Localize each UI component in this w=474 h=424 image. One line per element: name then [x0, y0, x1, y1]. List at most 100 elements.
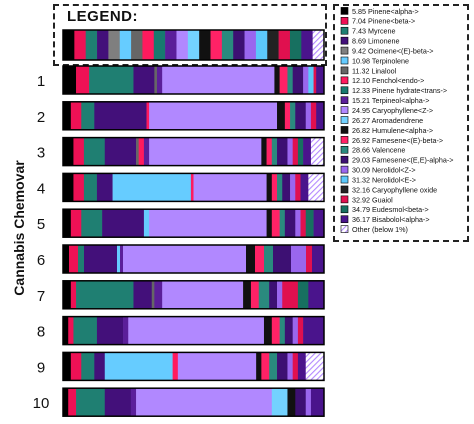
- bar-10-segment-8-69-limonene: [104, 388, 132, 417]
- key-swatch-15-21-terpineol-alpha: [340, 96, 349, 104]
- bar-7-segment-36-17-bisabolol-alpha: [308, 280, 325, 309]
- legend-swatch-15-21-terpineol-alpha: [165, 30, 177, 60]
- key-swatch-36-17-bisabolol-alpha: [340, 215, 349, 224]
- legend-swatch-9-42-ocimene-e-beta: [108, 30, 121, 60]
- category-tick-7: 7: [37, 288, 45, 305]
- bar-9-segment-26-82-humulene-alpha: [256, 352, 262, 381]
- bar-2-segment-28-66-valencene: [290, 101, 296, 130]
- bar-6-segment-26-82-humulene-alpha: [246, 245, 256, 273]
- legend-swatch-11-32-linalool: [131, 30, 143, 60]
- bar-9-segment-26-92-farnesene-e-beta: [261, 352, 270, 381]
- legend-swatch-29-03-farnesene-e-e-alpha: [233, 30, 245, 60]
- key-label-10-98-terpinolene: 10.98 Terpinolene: [352, 56, 409, 65]
- legend-swatch-5-85-pinene-alpha: [63, 30, 75, 60]
- legend-swatch-8-69-limonene: [97, 30, 109, 60]
- bar-4-segment-26-82-humulene-alpha: [266, 173, 273, 202]
- bar-6-segment-26-92-farnesene-e-beta: [255, 245, 265, 273]
- legend-bar-outline: [62, 29, 325, 61]
- bar-2-segment-12-10-fenchol-endo: [146, 101, 150, 130]
- bar-8-outline: [62, 315, 325, 346]
- bar-3-segment-other-below-1: [310, 137, 325, 166]
- legend-swatch-36-17-bisabolol-alpha: [301, 30, 313, 60]
- bar-7-segment-15-21-terpineol-alpha: [154, 280, 163, 309]
- bar-1-segment-28-66-valencene: [287, 66, 293, 94]
- bar-4-segment-29-03-farnesene-e-e-alpha: [282, 173, 291, 202]
- bar-3-segment-28-66-valencene: [271, 137, 278, 166]
- bar-9-segment-32-92-guaiol: [292, 352, 299, 381]
- bar-6-segment-29-03-farnesene-e-e-alpha: [273, 245, 292, 273]
- bar-10-segment-26-82-humulene-alpha: [287, 388, 296, 417]
- category-tick-6: 6: [37, 252, 45, 269]
- bar-6-segment-7-04-pinene-beta: [69, 245, 79, 273]
- key-swatch-24-95-caryophyllene-z: [340, 106, 349, 114]
- bar-1-outline: [62, 65, 325, 95]
- bar-6-segment-30-09-nerolidol-z: [291, 245, 307, 273]
- bar-7-segment-26-82-humulene-alpha: [243, 280, 252, 309]
- bar-1-segment-29-03-farnesene-e-e-alpha: [292, 66, 304, 94]
- bar-2-segment-7-43-myrcene: [81, 101, 95, 130]
- bar-4-segment-32-92-guaiol: [295, 173, 301, 202]
- key-label-8-69-limonene: 8.69 Limonene: [352, 37, 400, 46]
- bar-8-segment-26-82-humulene-alpha: [263, 316, 273, 345]
- bar-10-segment-26-27-aromadendrene: [271, 388, 288, 417]
- bar-7-segment-29-03-farnesene-e-e-alpha: [269, 280, 278, 309]
- bar-3-segment-30-09-nerolidol-z: [287, 137, 293, 166]
- bar-1-segment-11-32-linalool: [154, 66, 158, 94]
- bar-1-segment-26-82-humulene-alpha: [274, 66, 280, 94]
- bar-10-segment-15-21-terpineol-alpha: [130, 388, 137, 417]
- bar-5-segment-26-92-farnesene-e-beta: [271, 209, 280, 238]
- bar-5-segment-29-03-farnesene-e-e-alpha: [284, 209, 296, 238]
- category-tick-8: 8: [37, 324, 45, 341]
- bar-7-segment-7-43-myrcene: [76, 280, 134, 309]
- legend-frame: [53, 4, 327, 66]
- bar-3-segment-7-43-myrcene: [83, 137, 106, 166]
- bar-6-segment-36-17-bisabolol-alpha: [312, 245, 325, 273]
- bar-7-segment-11-32-linalool: [151, 280, 155, 309]
- category-tick-5: 5: [37, 216, 45, 233]
- key-label-30-09-nerolidol-z: 30.09 Nerolidol<Z->: [352, 166, 416, 175]
- bar-5-segment-32-92-guaiol: [300, 209, 307, 238]
- legend-swatch-10-98-terpinolene: [119, 30, 132, 60]
- bar-6-segment-7-43-myrcene: [78, 245, 85, 273]
- key-label-29-03-farnesene-e-e-alpha: 29.03 Farnesene<(E,E)-alpha->: [352, 156, 454, 165]
- bar-1-segment-32-92-guaiol: [313, 66, 317, 94]
- bar-2-segment-36-17-bisabolol-alpha: [316, 101, 325, 130]
- key-swatch-34-79-eudesmol-beta: [340, 205, 349, 214]
- bar-5-segment-5-85-pinene-alpha: [63, 209, 72, 238]
- key-label-32-92-guaiol: 32.92 Guaiol: [352, 195, 393, 204]
- bar-3-segment-34-79-eudesmol-beta: [297, 137, 304, 166]
- bar-4-segment-28-66-valencene: [277, 173, 283, 202]
- bar-4-outline: [62, 172, 325, 203]
- bar-3-segment-26-92-farnesene-e-beta: [266, 137, 273, 166]
- bar-10-segment-24-95-caryophyllene-z: [136, 388, 273, 417]
- bar-9-segment-30-09-nerolidol-z: [287, 352, 293, 381]
- bar-9-segment-29-03-farnesene-e-e-alpha: [277, 352, 288, 381]
- bar-3-segment-15-21-terpineol-alpha: [143, 137, 150, 166]
- bar-1-segment-24-95-caryophyllene-z: [162, 66, 275, 94]
- bar-5-segment-7-43-myrcene: [81, 209, 103, 238]
- key-swatch-32-16-caryophyllene-oxide: [340, 185, 349, 194]
- bar-5-outline: [62, 208, 325, 238]
- key-swatch-8-69-limonene: [340, 36, 349, 45]
- bar-4-segment-8-69-limonene: [96, 173, 113, 202]
- bar-1-segment-30-09-nerolidol-z: [303, 66, 309, 94]
- key-label-other-below-1: Other (below 1%): [352, 225, 408, 234]
- bar-3-segment-36-17-bisabolol-alpha: [303, 137, 312, 166]
- key-label-28-66-valencene: 28.66 Valencene: [352, 146, 405, 155]
- key-swatch-29-03-farnesene-e-e-alpha: [340, 155, 349, 164]
- bar-2-segment-5-85-pinene-alpha: [63, 101, 72, 130]
- bar-8-segment-7-04-pinene-beta: [68, 316, 74, 345]
- bar-3-segment-32-92-guaiol: [292, 137, 299, 166]
- legend-swatch-26-27-aromadendrene: [187, 30, 200, 60]
- category-tick-9: 9: [37, 359, 45, 376]
- category-tick-10: 10: [33, 395, 50, 412]
- legend-swatch-26-82-humulene-alpha: [199, 30, 211, 60]
- bar-2-segment-7-04-pinene-beta: [70, 101, 82, 130]
- key-swatch-other-below-1: [340, 225, 349, 233]
- key-swatch-30-09-nerolidol-z: [340, 165, 349, 174]
- bar-1-segment-7-43-myrcene: [89, 66, 134, 94]
- bar-1-segment-36-17-bisabolol-alpha: [316, 66, 325, 94]
- key-swatch-26-82-humulene-alpha: [340, 126, 349, 134]
- bar-1-segment-8-69-limonene: [133, 66, 155, 94]
- key-swatch-7-43-myrcene: [340, 26, 349, 35]
